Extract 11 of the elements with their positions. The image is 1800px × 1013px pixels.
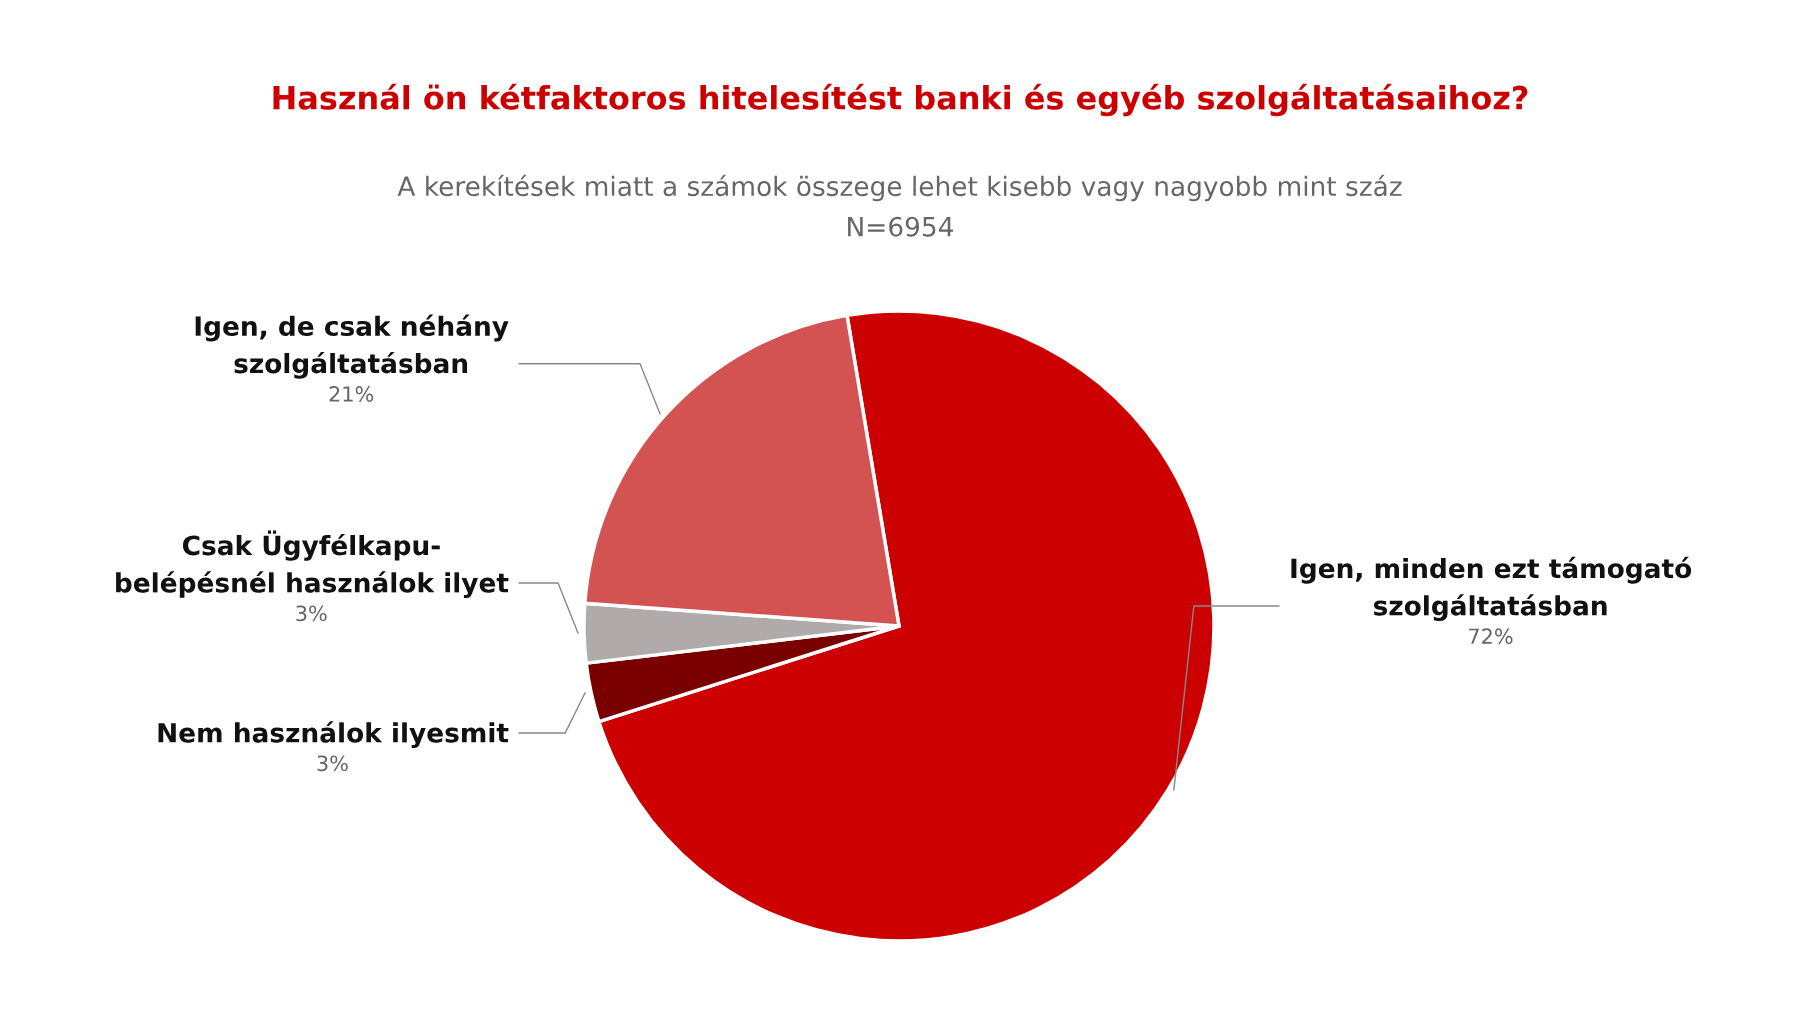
chart-subtitle: A kerekítések miatt a számok összege lehet kisebb vagy nagyobb mint száz [397, 174, 1402, 202]
chart-title: Használ ön kétfaktoros hitelesítést banki és egyéb szolgáltatásaihoz? [273, 83, 1528, 117]
slice-label: Igen, minden ezt támogató szolgáltatásban [1291, 556, 1692, 621]
data-label: 72% [1469, 628, 1513, 645]
slice-label: Nem használok ilyesmit [158, 721, 509, 749]
data-label: 21% [329, 386, 374, 402]
data-label: 3% [296, 605, 327, 622]
slice-label: Csak Ügyfélkapu- belépésnél használok ilyet [116, 530, 509, 599]
slice-label: Igen, de csak néhány szolgáltatásban [195, 314, 509, 379]
text: N=6954 [848, 216, 954, 237]
data-label: 3% [317, 755, 348, 772]
